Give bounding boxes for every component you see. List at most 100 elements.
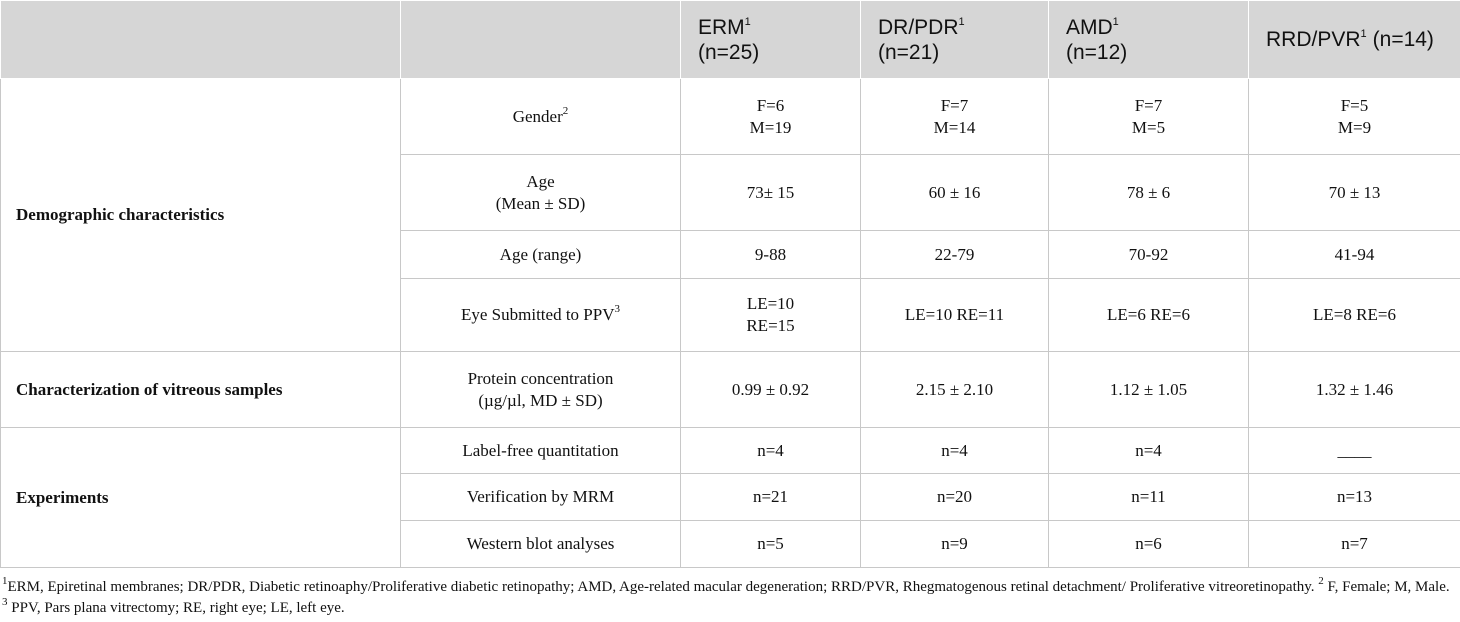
cell-line: 1.32 ± 1.46 <box>1315 379 1394 399</box>
value-cell: F=5 M=9 <box>1248 78 1460 155</box>
header-line: (n=12) <box>1066 40 1248 65</box>
label-line: Gender2 <box>401 105 680 128</box>
label-text: (µg/µl, MD ± SD) <box>478 390 603 410</box>
header-cell: AMD1 (n=12) <box>1048 0 1249 79</box>
header-line: AMD1 <box>1066 15 1248 40</box>
superscript: 1 <box>1360 28 1367 40</box>
label-text: Age <box>526 171 555 191</box>
cell-line: LE=8 RE=6 <box>1313 305 1396 324</box>
label-text: Western blot analyses <box>466 534 615 553</box>
value-cell: n=4 <box>860 427 1049 474</box>
row-label: Protein concentration (µg/µl, MD ± SD) <box>400 351 681 428</box>
footnotes: 1ERM, Epiretinal membranes; DR/PDR, Diab… <box>0 568 1460 619</box>
value-cell: F=7 M=5 <box>1048 78 1249 155</box>
value-cell: LE=6 RE=6 <box>1048 278 1249 352</box>
label-line: Eye Submitted to PPV3 <box>401 304 680 326</box>
header-text: (n=21) <box>878 41 939 64</box>
superscript: 3 <box>614 303 620 316</box>
footnote-text: F, Female; M, Male. <box>1327 579 1450 595</box>
label-line: Label-free quantitation <box>401 440 680 462</box>
cell-line: 0.99 ± 0.92 <box>731 379 810 399</box>
label-text: Gender <box>512 106 563 126</box>
cell-line: 70-92 <box>1128 244 1169 264</box>
value-cell: 78 ± 6 <box>1048 154 1249 231</box>
cell-line: 22-79 <box>934 244 975 264</box>
cell-line: ____ <box>1337 440 1372 460</box>
header-text: (n=25) <box>698 41 759 64</box>
value-cell: n=21 <box>680 473 861 521</box>
value-cell: 70-92 <box>1048 230 1249 279</box>
header-line: (n=21) <box>878 40 1048 65</box>
row-label: Age (range) <box>400 230 681 279</box>
value-cell: n=4 <box>680 427 861 474</box>
label-line: (Mean ± SD) <box>401 193 680 215</box>
value-cell: n=9 <box>860 520 1049 568</box>
label-line: (µg/µl, MD ± SD) <box>401 390 680 412</box>
cell-line: M=5 <box>1131 117 1166 137</box>
value-cell: F=7 M=14 <box>860 78 1049 155</box>
group-label: Demographic characteristics <box>0 78 401 352</box>
cell-line: n=7 <box>1341 534 1368 553</box>
label-text: Eye Submitted to PPV <box>461 305 615 324</box>
value-cell: 22-79 <box>860 230 1049 279</box>
table-row: Western blot analyses n=5 n=9 n=6 n=7 <box>1 520 1460 568</box>
cell-line: F=7 <box>1134 95 1163 115</box>
label-text: (Mean ± SD) <box>495 193 586 213</box>
row-label: Eye Submitted to PPV3 <box>400 278 681 352</box>
label-text: Verification by MRM <box>466 487 615 506</box>
cell-line: 78 ± 6 <box>1126 182 1171 202</box>
header-name: RRD/PVR <box>1266 28 1361 51</box>
header-cell: RRD/PVR1 (n=14) <box>1248 0 1460 79</box>
cell-line: LE=10 <box>746 294 795 313</box>
cell-line: LE=6 RE=6 <box>1107 305 1190 324</box>
value-cell: 1.32 ± 1.46 <box>1248 351 1460 428</box>
header-line: RRD/PVR1 (n=14) <box>1266 27 1460 52</box>
header-text: AMD1 <box>1066 16 1119 39</box>
value-cell: n=20 <box>860 473 1049 521</box>
value-cell: 2.15 ± 2.10 <box>860 351 1049 428</box>
label-line: Age (range) <box>401 244 680 266</box>
cell-line: n=11 <box>1131 487 1166 506</box>
cell-line: 73± 15 <box>746 182 795 202</box>
table-row: Eye Submitted to PPV3 LE=10 RE=15 LE=10 RE=… <box>1 278 1460 352</box>
header-name: (n=14) <box>1372 28 1434 51</box>
value-cell: 9-88 <box>680 230 861 279</box>
header-line: DR/PDR1 <box>878 15 1048 40</box>
footnote-mark: 3 <box>2 596 8 608</box>
table-row: Verification by MRM n=21 n=20 n=11 n=13 <box>1 473 1460 521</box>
value-cell: n=4 <box>1048 427 1249 474</box>
group-label: Experiments <box>0 427 401 568</box>
value-cell: 60 ± 16 <box>860 154 1049 231</box>
header-cell: DR/PDR1 (n=21) <box>860 0 1049 79</box>
table-row: Age (Mean ± SD) 73± 15 60 ± 16 78 ± 6 70 ± 13 <box>1 154 1460 231</box>
cell-line: M=19 <box>749 117 792 137</box>
cell-line: n=4 <box>1135 440 1162 460</box>
superscript: 1 <box>744 15 751 28</box>
label-line: Verification by MRM <box>401 486 680 508</box>
value-cell: n=5 <box>680 520 861 568</box>
group-label: Characterization of vitreous samples <box>0 351 401 428</box>
footnote-mark: 1 <box>2 575 8 587</box>
value-cell: ____ <box>1248 427 1460 474</box>
value-cell: 0.99 ± 0.92 <box>680 351 861 428</box>
header-name: (n=21) <box>878 40 940 64</box>
cell-line: 60 ± 16 <box>928 182 981 202</box>
header-name: (n=25) <box>698 40 760 64</box>
header-text: DR/PDR1 <box>878 16 965 39</box>
value-cell: n=7 <box>1248 520 1460 568</box>
data-table: ERM1 (n=25) DR/PDR1 (n=21) AMD1 (n=12) RRD/PVR… <box>0 0 1460 568</box>
superscript: 1 <box>958 15 965 28</box>
header-line: ERM1 <box>698 15 860 40</box>
value-cell: 70 ± 13 <box>1248 154 1460 231</box>
cell-line: 2.15 ± 2.10 <box>915 379 994 399</box>
value-cell: 41-94 <box>1248 230 1460 279</box>
header-name: (n=12) <box>1066 40 1128 64</box>
row-label: Age (Mean ± SD) <box>400 154 681 231</box>
cell-line: F=7 <box>940 95 969 115</box>
cell-line: n=4 <box>757 440 784 460</box>
cell-line: LE=10 RE=11 <box>904 305 1005 324</box>
header-name: ERM <box>698 15 745 39</box>
header-text: ERM1 <box>698 16 751 39</box>
table-row: Characterization of vitreous samples Prot… <box>0 351 1460 428</box>
header-name: DR/PDR <box>878 15 959 39</box>
